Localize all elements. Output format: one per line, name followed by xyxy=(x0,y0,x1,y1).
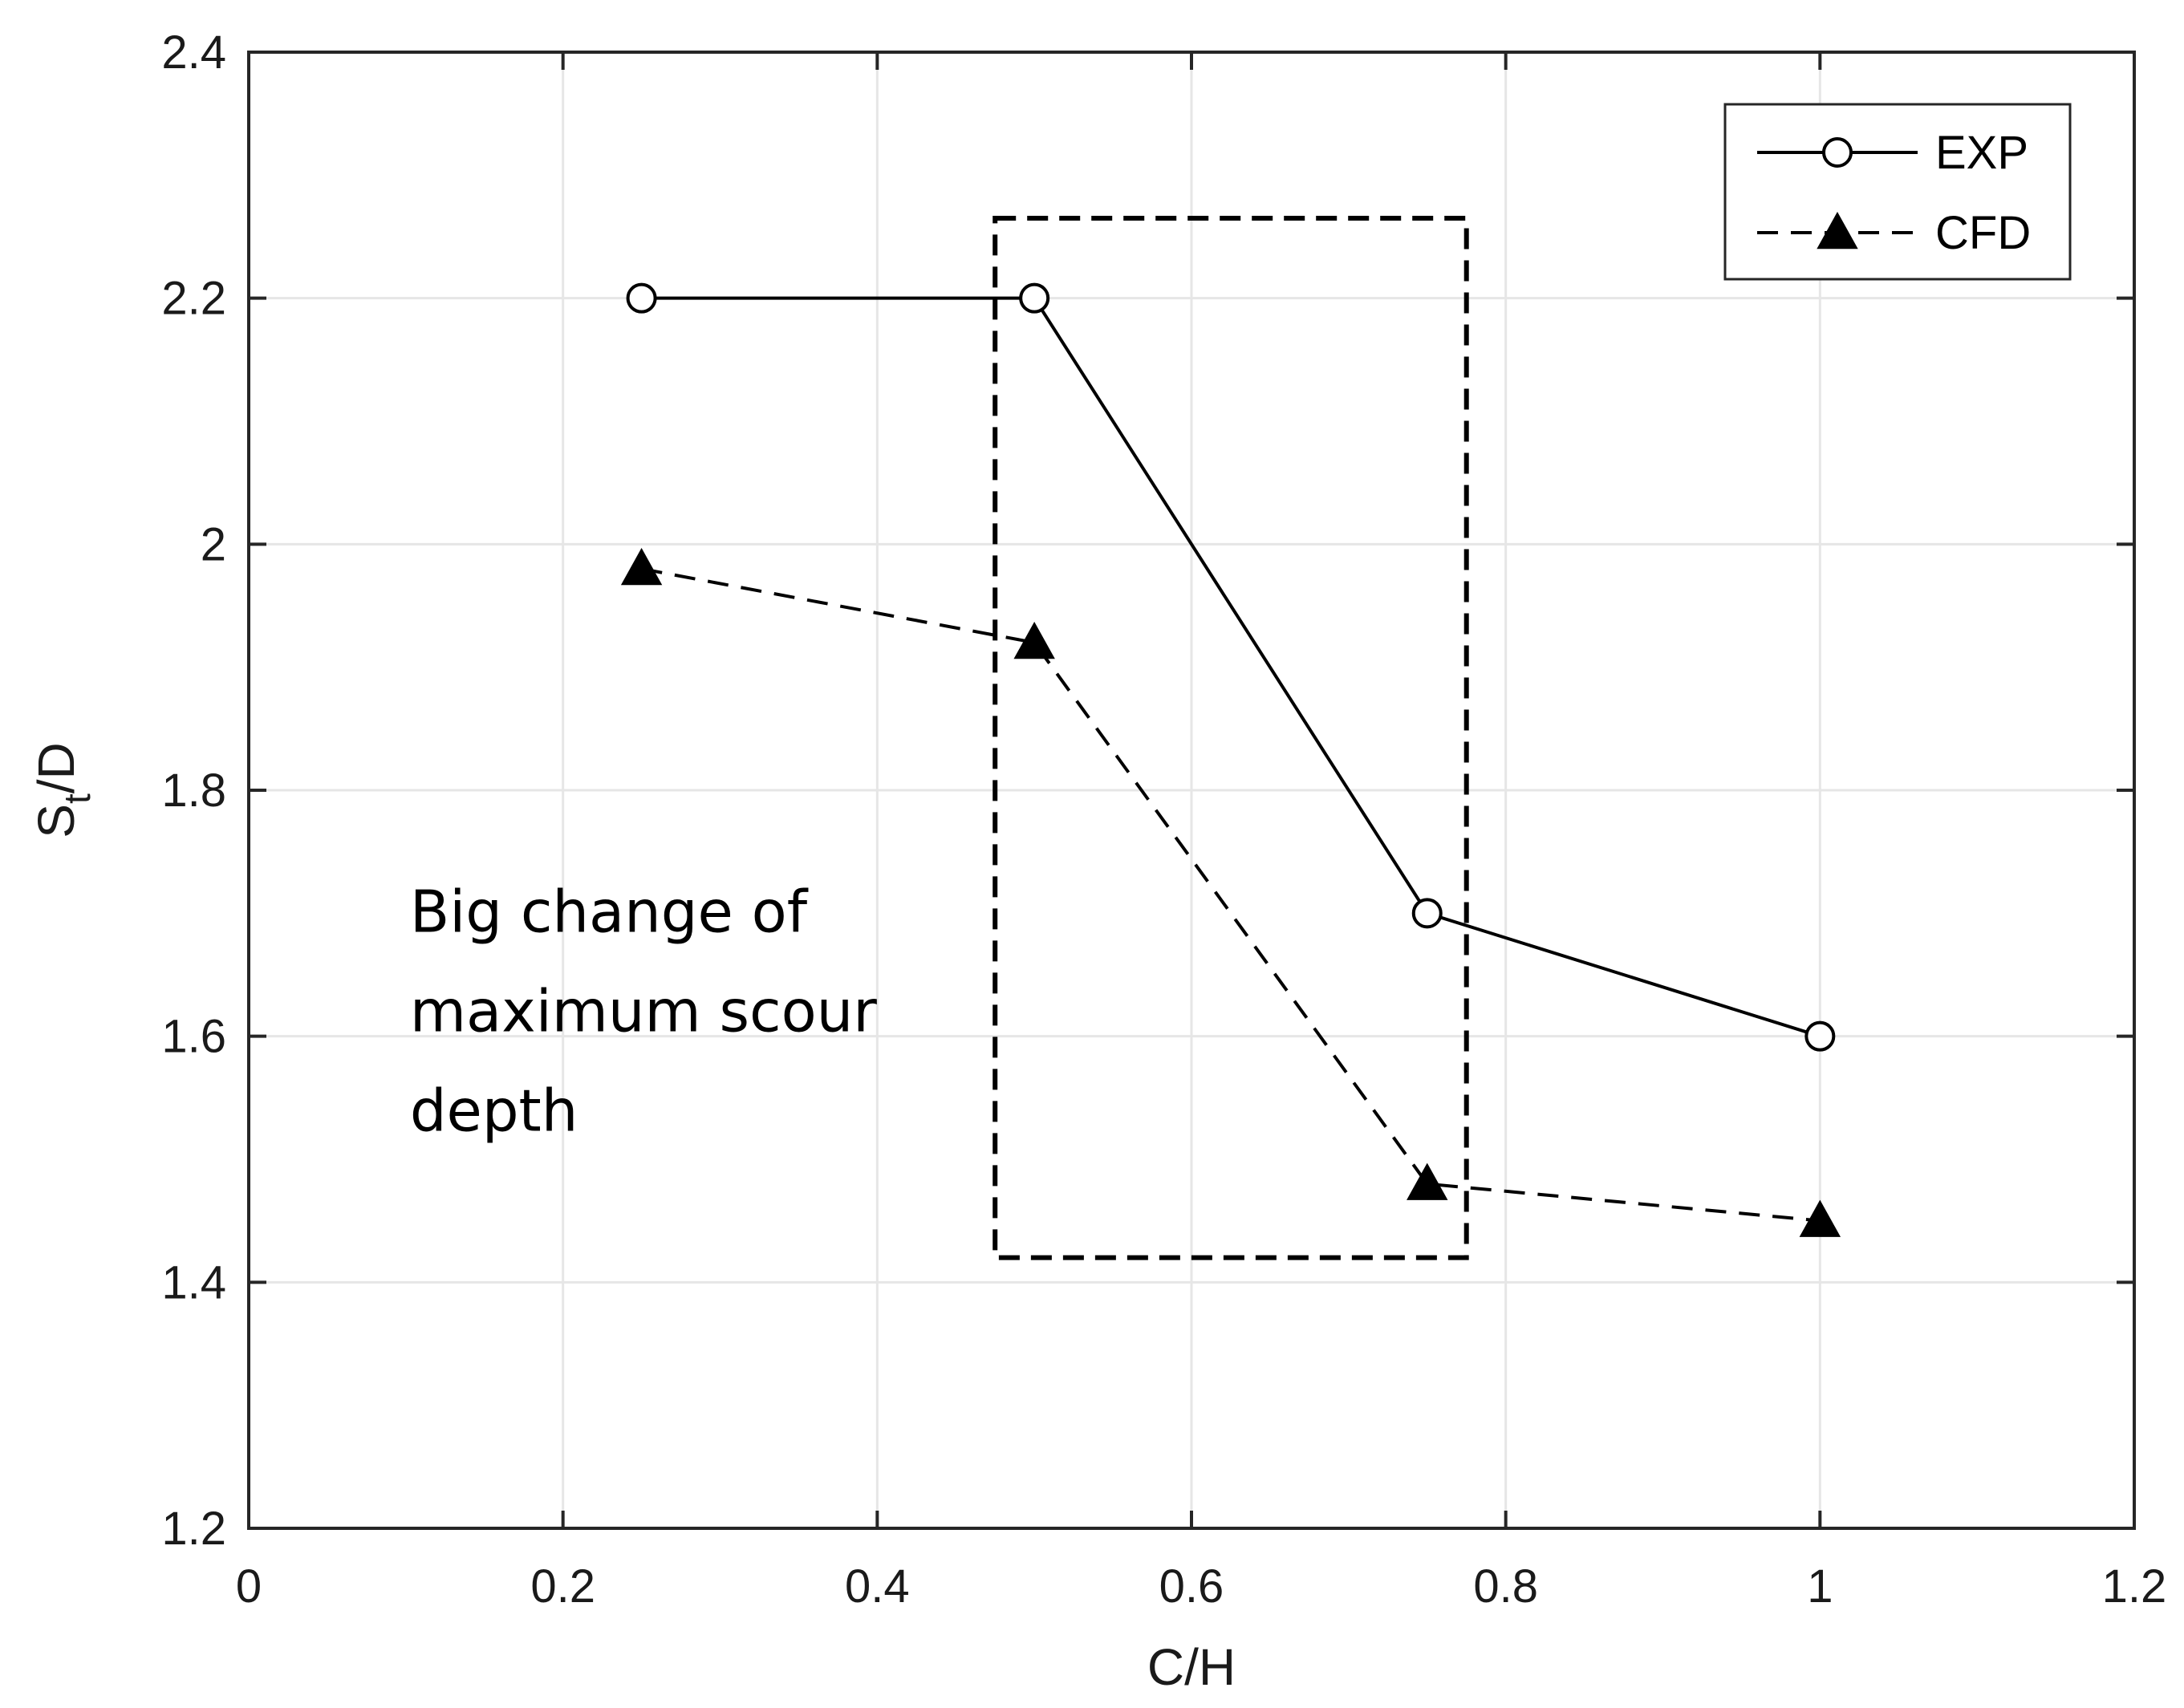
axis-ticks: 0 0.2 0.4 0.6 0.8 1 1.2 1.2 1.4 1.6 1.8 2 2.2 2.4 xyxy=(161,26,2166,1613)
y-axis-label-subscript: t xyxy=(56,793,98,804)
legend-label-cfd: CFD xyxy=(1935,207,2031,259)
y-tick-label: 2.2 xyxy=(161,273,226,325)
y-tick-label: 1.2 xyxy=(161,1503,226,1555)
annotation-line: Big change of xyxy=(410,878,809,945)
x-tick-label: 0.4 xyxy=(845,1560,910,1613)
data-point-cfd xyxy=(620,547,663,586)
data-point-cfd xyxy=(1799,1199,1841,1237)
y-tick-label: 2 xyxy=(201,518,226,570)
x-tick-label: 0.6 xyxy=(1159,1560,1224,1613)
y-tick-label: 2.4 xyxy=(161,26,226,79)
x-tick-label: 1.2 xyxy=(2102,1560,2167,1613)
series-exp xyxy=(626,282,1836,1052)
x-tick-label: 1 xyxy=(1807,1560,1833,1613)
legend: EXP CFD xyxy=(1723,103,2072,281)
x-tick-label: 0 xyxy=(236,1560,262,1613)
annotation-line: depth xyxy=(410,1077,578,1144)
y-axis-label-main: S xyxy=(27,804,85,838)
series-cfd xyxy=(620,547,1841,1237)
legend-label-exp: EXP xyxy=(1935,127,2028,179)
data-point-exp xyxy=(1019,282,1050,314)
y-tick-label: 1.6 xyxy=(161,1011,226,1063)
data-point-exp xyxy=(1804,1020,1836,1052)
y-tick-label: 1.8 xyxy=(161,765,226,817)
data-point-cfd xyxy=(1013,621,1055,659)
x-tick-label: 0.2 xyxy=(530,1560,595,1613)
highlight-box xyxy=(993,216,1469,1260)
data-point-cfd xyxy=(1407,1162,1448,1200)
series-layer xyxy=(620,282,1841,1237)
annotation-text: Big change of maximum scour depth xyxy=(410,878,877,1144)
x-axis-label: C/H xyxy=(1147,1638,1236,1696)
y-axis-label: St/D xyxy=(27,742,98,838)
annotation-line: maximum scour xyxy=(410,977,877,1045)
legend-marker-cfd xyxy=(1817,211,1858,250)
highlight-box-layer xyxy=(993,216,1469,1260)
series-line-cfd xyxy=(641,567,1821,1223)
data-point-exp xyxy=(626,282,657,314)
legend-box xyxy=(1723,103,2072,281)
x-tick-label: 0.8 xyxy=(1473,1560,1538,1613)
axis-labels: C/H St/D xyxy=(27,742,1236,1696)
y-tick-label: 1.4 xyxy=(161,1256,226,1308)
series-line-exp xyxy=(641,296,1821,1038)
y-axis-label-tail: /D xyxy=(27,742,85,793)
legend-marker-exp xyxy=(1822,137,1853,168)
data-point-exp xyxy=(1411,898,1443,929)
annotation-layer: Big change of maximum scour depth xyxy=(410,878,877,1144)
